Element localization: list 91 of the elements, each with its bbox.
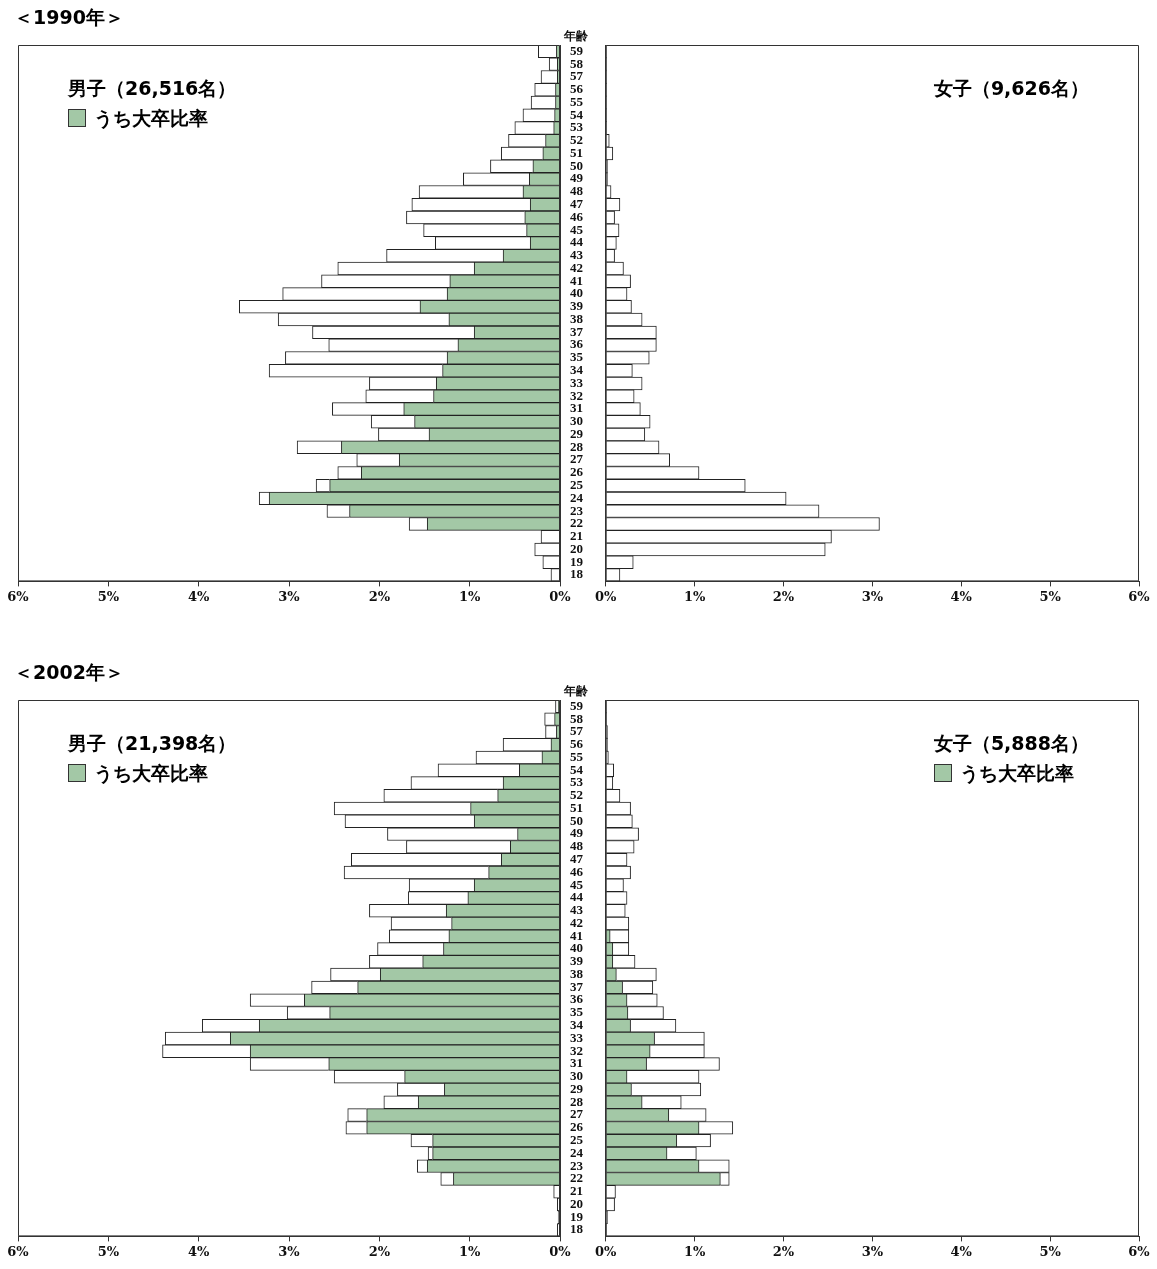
x-tick-label: 3%: [861, 588, 884, 604]
y-tick-label: 47: [570, 196, 584, 211]
legend-title: 男子（26,516名）: [68, 76, 237, 101]
y-tick-label: 27: [570, 451, 584, 467]
chart-title: ＜2002年＞: [14, 660, 124, 685]
y-tick-label: 36: [570, 991, 584, 1007]
legend-label: うち大卒比率: [94, 762, 208, 784]
y-tick-label: 28: [570, 438, 584, 454]
chart-title: ＜1990年＞: [14, 5, 124, 30]
y-tick-label: 18: [570, 566, 584, 582]
y-axis-title: 年齢: [563, 684, 589, 699]
x-tick-label: 0%: [595, 1243, 618, 1259]
x-tick-label: 6%: [1128, 588, 1151, 604]
y-tick-label: 32: [570, 387, 583, 403]
y-tick-label: 18: [570, 1221, 584, 1237]
y-tick-label: 44: [570, 234, 584, 250]
x-tick-label: 1%: [458, 1243, 482, 1259]
y-tick-label: 40: [570, 940, 583, 956]
legend-label: うち大卒比率: [959, 762, 1074, 784]
x-tick-label: 2%: [368, 588, 391, 604]
y-tick-label: 24: [570, 489, 584, 505]
legend-title: 女子（5,888名）: [933, 731, 1089, 756]
y-tick-label: 28: [570, 1093, 584, 1109]
y-tick-label: 45: [570, 876, 584, 892]
x-tick-label: 1%: [683, 1243, 706, 1259]
y-tick-label: 40: [570, 285, 583, 301]
y-tick-label: 44: [570, 889, 584, 905]
y-tick-label: 59: [570, 42, 584, 58]
y-tick-label: 54: [570, 761, 584, 777]
y-tick-label: 19: [570, 1208, 584, 1224]
y-tick-label: 22: [570, 515, 583, 531]
x-tick-label: 3%: [278, 1243, 301, 1259]
y-tick-label: 49: [570, 825, 584, 841]
y-tick-label: 46: [570, 208, 584, 224]
x-tick-label: 5%: [97, 588, 120, 604]
y-tick-label: 59: [570, 697, 584, 713]
annotation: 女子（9,626名）: [933, 76, 1089, 101]
y-tick-label: 45: [570, 221, 584, 237]
y-tick-label: 19: [570, 553, 584, 569]
y-tick-label: 41: [570, 272, 583, 288]
x-tick-label: 1%: [458, 588, 482, 604]
y-axis-title: 年齢: [563, 29, 589, 44]
y-tick-label: 27: [570, 1106, 584, 1122]
x-tick-label: 6%: [7, 1243, 30, 1259]
y-tick-label: 58: [570, 710, 584, 726]
y-tick-label: 35: [570, 1004, 584, 1020]
y-tick-label: 23: [570, 1157, 584, 1173]
y-tick-label: 48: [570, 183, 584, 199]
x-tick-label: 4%: [950, 1243, 973, 1259]
legend-label: うち大卒比率: [94, 107, 208, 129]
y-tick-label: 22: [570, 1170, 583, 1186]
x-tick-label: 0%: [595, 588, 618, 604]
y-tick-label: 57: [570, 723, 584, 739]
y-tick-label: 24: [570, 1144, 584, 1160]
y-tick-label: 31: [570, 1055, 583, 1071]
x-tick-label: 0%: [549, 588, 572, 604]
x-tick-label: 0%: [549, 1243, 572, 1259]
y-tick-label: 31: [570, 400, 583, 416]
x-tick-label: 2%: [368, 1243, 391, 1259]
y-tick-label: 58: [570, 55, 584, 71]
x-tick-label: 2%: [772, 1243, 795, 1259]
x-tick-label: 1%: [683, 588, 706, 604]
y-tick-label: 50: [570, 812, 583, 828]
x-tick-label: 5%: [97, 1243, 120, 1259]
x-tick-label: 3%: [861, 1243, 884, 1259]
y-tick-label: 53: [570, 119, 584, 135]
y-tick-label: 50: [570, 157, 583, 173]
x-tick-label: 6%: [7, 588, 30, 604]
y-tick-label: 37: [570, 323, 584, 339]
y-tick-label: 57: [570, 68, 584, 84]
y-tick-label: 54: [570, 106, 584, 122]
y-tick-label: 23: [570, 502, 584, 518]
y-tick-label: 49: [570, 170, 584, 186]
y-tick-label: 47: [570, 851, 584, 866]
y-tick-label: 35: [570, 349, 584, 365]
x-tick-label: 4%: [950, 588, 973, 604]
y-tick-label: 48: [570, 838, 584, 854]
x-tick-label: 6%: [1128, 1243, 1151, 1259]
legend-title: 男子（21,398名）: [68, 731, 237, 756]
y-tick-label: 46: [570, 863, 584, 879]
x-tick-label: 5%: [1039, 588, 1062, 604]
y-tick-label: 32: [570, 1042, 583, 1058]
y-tick-label: 36: [570, 336, 584, 352]
y-tick-label: 37: [570, 978, 584, 994]
y-tick-label: 53: [570, 774, 584, 790]
x-tick-label: 3%: [278, 588, 301, 604]
x-tick-label: 2%: [772, 588, 795, 604]
x-tick-label: 4%: [187, 1243, 211, 1259]
y-tick-label: 41: [570, 927, 583, 943]
x-tick-label: 4%: [187, 588, 211, 604]
x-tick-label: 5%: [1039, 1243, 1062, 1259]
